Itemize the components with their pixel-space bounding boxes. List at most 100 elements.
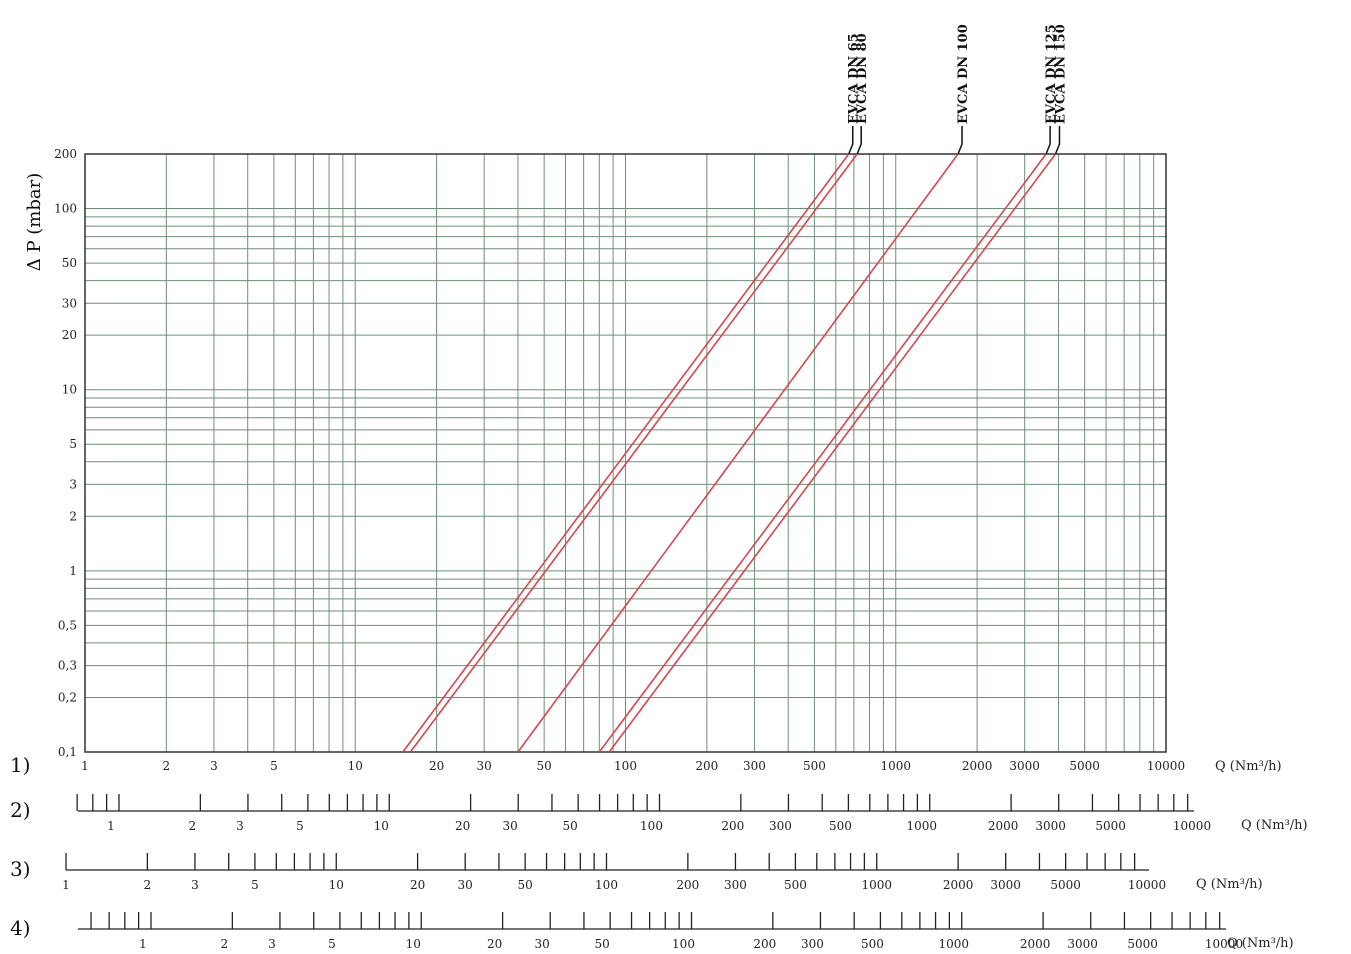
- scale-tick-label: 10000: [1147, 759, 1185, 773]
- scale-row-number: 4): [10, 916, 31, 940]
- scale-tick-label: 1: [139, 937, 147, 951]
- scale-tick-label: 10: [329, 878, 344, 892]
- scale-tick-label: 500: [829, 819, 852, 833]
- scale-tick-label: 1: [62, 878, 70, 892]
- y-tick-label: 3: [69, 477, 77, 491]
- scale-tick-label: 2: [144, 878, 152, 892]
- scale-tick-label: 5: [251, 878, 259, 892]
- scale-tick-label: 1: [107, 819, 115, 833]
- series-label: EVCA DN 125: [1044, 24, 1059, 124]
- series-label: EVCA DN 100: [956, 24, 971, 124]
- series-line: [598, 153, 1047, 753]
- scale-tick-label: 1: [81, 759, 89, 773]
- scale-tick-label: 50: [518, 878, 533, 892]
- scale-tick-label: 2: [221, 937, 229, 951]
- scale-unit-label: Q (Nm³/h): [1227, 936, 1294, 951]
- y-tick-label: 5: [69, 437, 77, 451]
- series-lines: [402, 153, 1057, 753]
- scale-unit-label: Q (Nm³/h): [1196, 877, 1263, 892]
- y-tick-label: 200: [54, 147, 77, 161]
- scale-tick-label: 300: [801, 937, 824, 951]
- scale-tick-label: 300: [724, 878, 747, 892]
- series-leader: [957, 126, 963, 155]
- series-line: [409, 153, 858, 753]
- series-leader: [1045, 126, 1051, 155]
- scale-tick-label: 10: [348, 759, 363, 773]
- scale-tick-label: 1000: [880, 759, 911, 773]
- scale-tick-label: 100: [672, 937, 695, 951]
- series-leader: [856, 126, 862, 155]
- scale-tick-label: 20: [487, 937, 502, 951]
- y-tick-label: 0,1: [58, 745, 77, 759]
- series-label: EVCA DN 65: [847, 33, 862, 124]
- series-label: EVCA DN 80: [855, 33, 870, 124]
- plot-frame: [84, 153, 1167, 753]
- scale-tick-label: 500: [803, 759, 826, 773]
- scale-tick-label: 3000: [1009, 759, 1040, 773]
- scale-tick-label: 2000: [988, 819, 1019, 833]
- scale-tick-label: 200: [676, 878, 699, 892]
- scale-tick-label: 200: [721, 819, 744, 833]
- scale-tick-label: 5: [296, 819, 304, 833]
- scale-tick-label: 3: [210, 759, 218, 773]
- y-tick-label: 1: [69, 564, 77, 578]
- scale-tick-label: 1000: [938, 937, 969, 951]
- scale-tick-label: 3: [236, 819, 244, 833]
- scale-tick-label: 50: [563, 819, 578, 833]
- scale-tick-label: 200: [695, 759, 718, 773]
- y-axis-label: Δ P (mbar): [24, 173, 45, 272]
- scale-tick-label: 2: [189, 819, 197, 833]
- scale-tick-label: 200: [753, 937, 776, 951]
- series-label: EVCA DN 150: [1053, 24, 1068, 124]
- series-line: [402, 153, 850, 753]
- y-tick-label: 0,5: [58, 618, 77, 632]
- scale-tick-label: 100: [595, 878, 618, 892]
- scale-tick-label: 500: [784, 878, 807, 892]
- y-tick-label: 0,2: [58, 690, 77, 704]
- scale-tick-label: 30: [477, 759, 492, 773]
- y-tick-label: 100: [54, 202, 77, 216]
- scale-tick-label: 3000: [990, 878, 1021, 892]
- scale-row-number: 1): [10, 753, 31, 777]
- scale-tick-label: 1000: [861, 878, 892, 892]
- scale-tick-label: 2000: [943, 878, 974, 892]
- y-tick-labels: 200 100 50 30 20 10 5 3 2 1 0,5 0,3 0,2 0,1: [54, 147, 77, 759]
- scale-tick-label: 10: [406, 937, 421, 951]
- scale-tick-label: 30: [458, 878, 473, 892]
- scale-tick-label: 30: [503, 819, 518, 833]
- flow-scales: 1) 1 2 3 5 10 20 30 50 100 200 300 500 1000 2000 3000 50…: [10, 753, 1308, 951]
- scale-tick-label: 2000: [1020, 937, 1051, 951]
- scale-unit-label: Q (Nm³/h): [1215, 759, 1282, 774]
- scale-tick-label: 3: [191, 878, 199, 892]
- scale-tick-label: 5000: [1069, 759, 1100, 773]
- scale-tick-label: 50: [595, 937, 610, 951]
- scale-tick-label: 5000: [1127, 937, 1158, 951]
- y-tick-label: 0,3: [58, 659, 77, 673]
- scale-tick-label: 10000: [1173, 819, 1211, 833]
- scale-tick-label: 20: [429, 759, 444, 773]
- scale-tick-label: 20: [455, 819, 470, 833]
- grid: [85, 154, 1166, 752]
- y-tick-label: 10: [62, 383, 77, 397]
- y-tick-label: 2: [69, 509, 77, 523]
- scale-tick-label: 3000: [1035, 819, 1066, 833]
- scale-tick-label: 10: [374, 819, 389, 833]
- series-line: [517, 153, 959, 753]
- series-leader: [848, 126, 854, 155]
- scale-tick-label: 5: [270, 759, 278, 773]
- scale-row-number: 3): [10, 857, 31, 881]
- series-leader: [1054, 126, 1061, 155]
- scale-tick-label: 50: [537, 759, 552, 773]
- scale-tick-label: 100: [614, 759, 637, 773]
- scale-tick-label: 10000: [1205, 937, 1243, 951]
- scale-tick-label: 100: [640, 819, 663, 833]
- scale-tick-label: 10000: [1128, 878, 1166, 892]
- scale-tick-label: 30: [535, 937, 550, 951]
- scale-tick-label: 5000: [1050, 878, 1081, 892]
- y-tick-label: 50: [62, 256, 77, 270]
- scale-tick-label: 5000: [1095, 819, 1126, 833]
- y-tick-label: 20: [62, 328, 77, 342]
- scale-unit-label: Q (Nm³/h): [1241, 818, 1308, 833]
